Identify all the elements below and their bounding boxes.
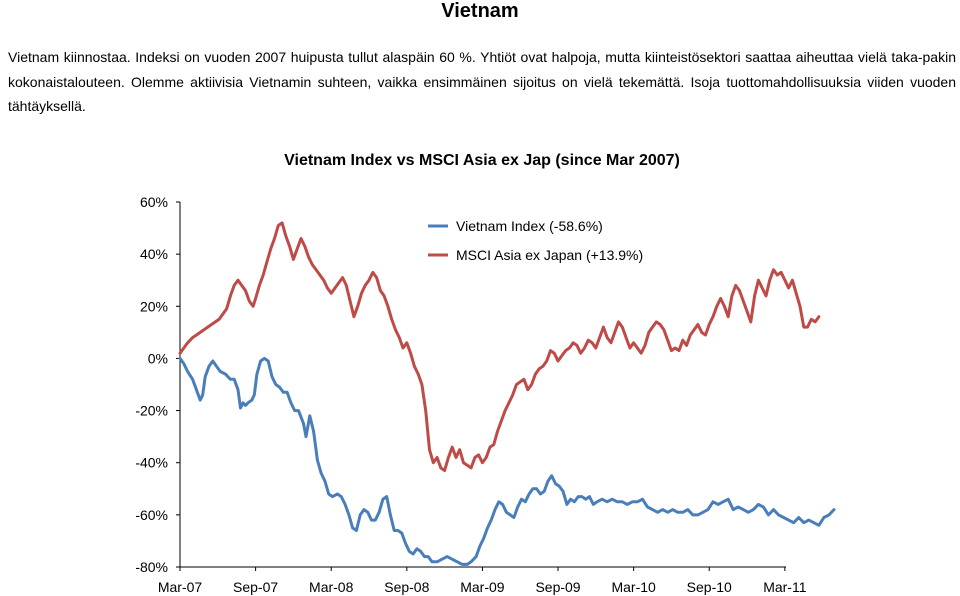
legend-label: Vietnam Index (-58.6%) xyxy=(456,218,603,234)
x-axis-tick-labels: Mar-07 Sep-07 Mar-08 Sep-08 Mar-09 Sep-09 Mar-… xyxy=(158,579,807,595)
series-line-vietnam-index xyxy=(178,356,836,566)
x-tick-label: Mar-08 xyxy=(309,579,354,595)
x-tick-label: Sep-09 xyxy=(535,579,580,595)
y-tick-label: 60% xyxy=(140,194,168,210)
y-tick-label: 0% xyxy=(148,350,168,366)
page-heading: Vietnam xyxy=(441,0,519,22)
x-tick-label: Mar-11 xyxy=(763,579,807,595)
y-tick-label: -40% xyxy=(135,455,168,471)
y-tick-label: -60% xyxy=(135,507,168,523)
y-tick-label: 20% xyxy=(140,298,168,314)
x-tick-label: Mar-07 xyxy=(158,579,203,595)
legend-label: MSCI Asia ex Japan (+13.9%) xyxy=(456,247,643,263)
x-tick-label: Sep-07 xyxy=(233,579,278,595)
chart-legend: Vietnam Index (-58.6%) MSCI Asia ex Japan… xyxy=(428,218,643,263)
x-tick-label: Sep-10 xyxy=(687,579,732,595)
y-tick-label: -80% xyxy=(135,559,168,575)
x-tick-label: Sep-08 xyxy=(384,579,429,595)
intro-paragraph: Vietnam kiinnostaa. Indeksi on vuoden 20… xyxy=(8,49,956,114)
x-tick-label: Mar-10 xyxy=(611,579,656,595)
y-tick-label: 40% xyxy=(140,246,168,262)
y-tick-label: -20% xyxy=(135,403,168,419)
chart-title: Vietnam Index vs MSCI Asia ex Jap (since… xyxy=(284,152,680,169)
x-tick-label: Mar-09 xyxy=(460,579,505,595)
y-axis-tick-labels: 60% 40% 20% 0% -20% -40% -60% -80% xyxy=(135,194,168,575)
series-line-msci-asia-ex-japan xyxy=(178,221,821,472)
chart-series xyxy=(178,221,836,566)
